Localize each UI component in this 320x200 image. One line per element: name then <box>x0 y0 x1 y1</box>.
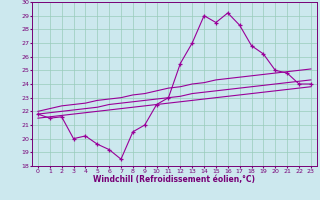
X-axis label: Windchill (Refroidissement éolien,°C): Windchill (Refroidissement éolien,°C) <box>93 175 255 184</box>
